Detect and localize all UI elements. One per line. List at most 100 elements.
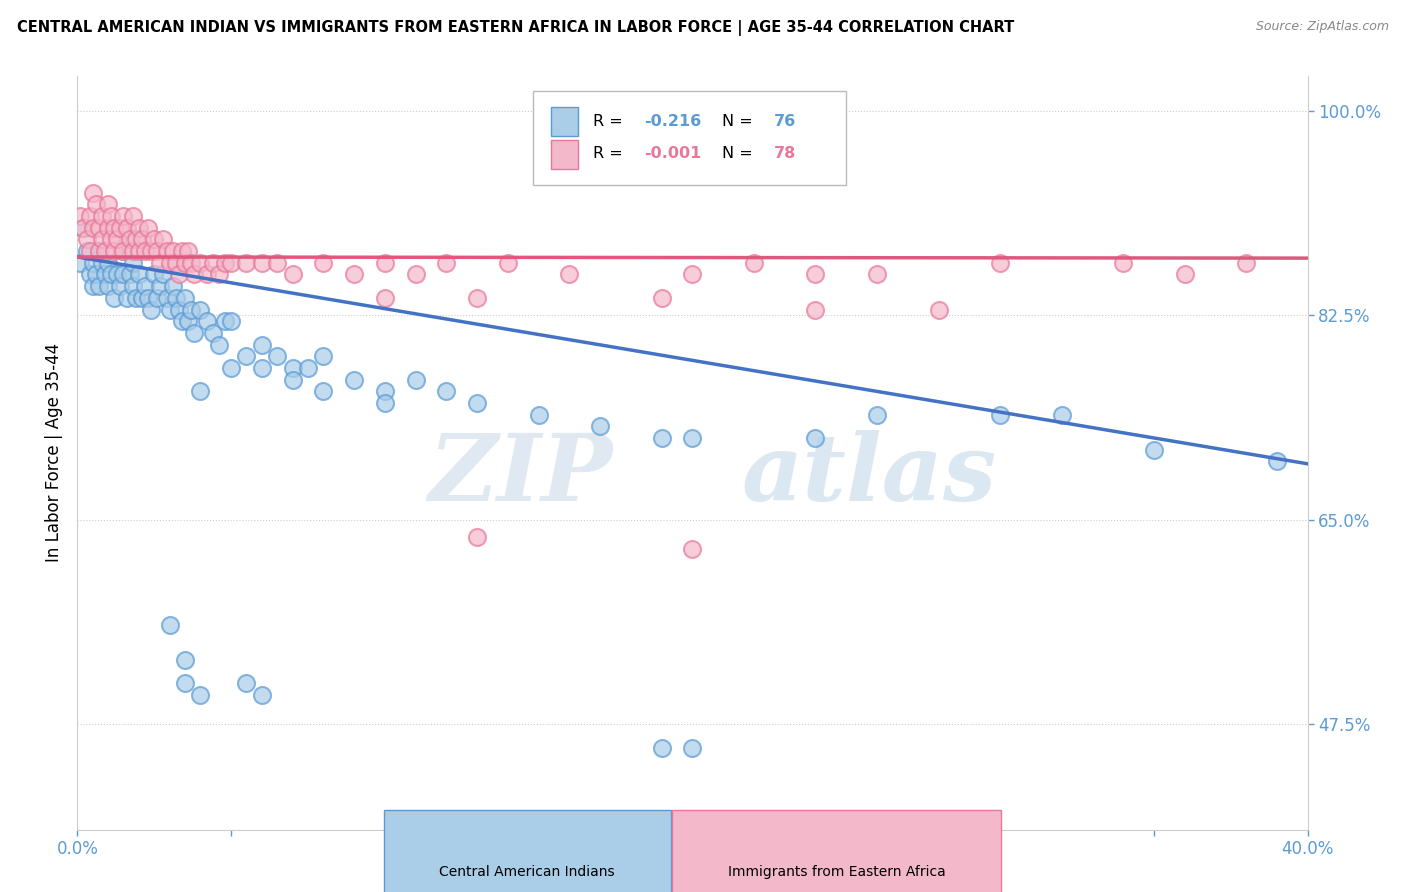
Point [82,256,104,270]
Text: Source: ZipAtlas.com: Source: ZipAtlas.com [1256,20,1389,33]
Point [866,408,889,422]
Point [214,256,236,270]
Point [1174,268,1197,282]
Point [343,268,366,282]
Point [159,256,181,270]
Point [165,256,187,270]
Point [136,220,159,235]
Point [155,291,177,305]
Point [97,220,120,235]
Point [250,256,273,270]
Point [742,256,765,270]
Point [72,220,94,235]
Text: 76: 76 [773,113,796,128]
Point [177,244,200,259]
Point [152,232,174,246]
Point [79,244,101,259]
Point [374,291,396,305]
Point [250,337,273,351]
Text: Immigrants from Eastern Africa: Immigrants from Eastern Africa [728,865,945,880]
Point [167,302,190,317]
Point [121,209,143,223]
Point [125,232,148,246]
Point [183,268,205,282]
Point [115,291,138,305]
Point [312,384,335,399]
Point [174,676,197,690]
Point [162,244,184,259]
Point [121,256,143,270]
Point [465,396,488,410]
Point [146,244,169,259]
Point [1234,256,1257,270]
Point [103,291,125,305]
Point [250,688,273,702]
Point [174,291,197,305]
Point [118,232,141,246]
Point [235,349,257,363]
Point [97,279,120,293]
Point [97,256,120,270]
Point [558,268,581,282]
Point [195,314,218,328]
Point [682,740,704,755]
Text: -0.001: -0.001 [644,146,702,161]
Point [208,337,231,351]
Point [188,256,212,270]
Text: 78: 78 [773,146,796,161]
Point [125,291,148,305]
Point [87,244,110,259]
Point [69,209,91,223]
Point [121,279,143,293]
Point [100,209,122,223]
Text: Central American Indians: Central American Indians [440,865,614,880]
Point [804,268,827,282]
Point [219,361,242,376]
Point [112,209,135,223]
Point [143,232,166,246]
Point [112,244,135,259]
Point [589,419,612,434]
Point [141,302,163,317]
Point [436,384,458,399]
Point [235,256,257,270]
Point [180,256,202,270]
Text: -0.216: -0.216 [644,113,702,128]
Point [343,373,366,387]
Text: R =: R = [593,146,627,161]
Point [90,209,114,223]
Point [177,314,200,328]
FancyBboxPatch shape [533,91,846,186]
Point [188,384,212,399]
Point [281,361,304,376]
Point [97,197,120,211]
Point [374,396,396,410]
Point [374,384,396,399]
Point [82,186,104,200]
Point [188,302,212,317]
Point [250,361,273,376]
Point [112,244,135,259]
Point [312,256,335,270]
Point [436,256,458,270]
FancyBboxPatch shape [551,140,578,169]
Point [682,431,704,445]
Point [527,408,550,422]
Point [155,244,177,259]
Point [174,653,197,667]
Point [100,268,122,282]
Text: atlas: atlas [742,430,997,520]
Point [84,197,107,211]
Point [682,268,704,282]
Point [79,268,101,282]
Point [496,256,519,270]
Point [69,256,91,270]
Point [100,232,122,246]
Point [1143,442,1166,457]
Point [167,268,190,282]
Point [266,349,288,363]
Point [988,408,1011,422]
Point [195,268,218,282]
Point [110,279,132,293]
Point [281,268,304,282]
